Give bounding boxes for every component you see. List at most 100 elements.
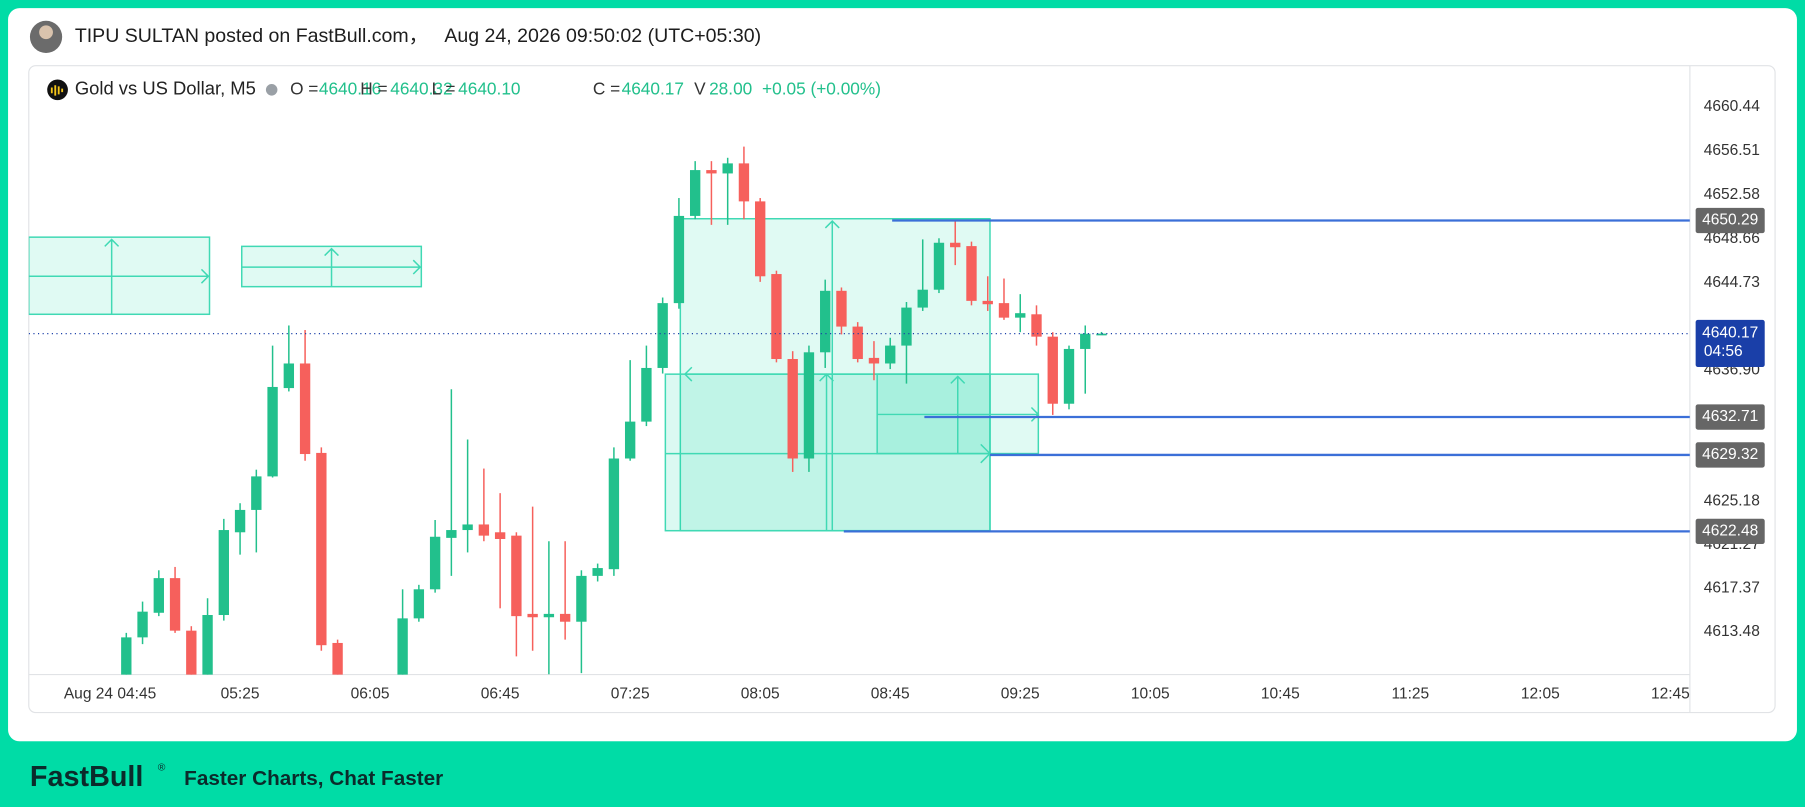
tagline: Faster Charts, Chat Faster xyxy=(184,767,443,790)
y-tick-label: 4652.58 xyxy=(1704,186,1760,203)
candle-body xyxy=(429,536,441,590)
price-level-box xyxy=(1695,207,1765,234)
legend-value: 4640.17 xyxy=(622,78,684,98)
x-tick-label: 10:05 xyxy=(1131,685,1170,702)
candle-body xyxy=(950,242,961,248)
x-tick-label: Aug 24 04:45 xyxy=(64,685,156,702)
legend-value: 4640.16 xyxy=(319,78,381,98)
price-level-box xyxy=(1695,518,1765,545)
candle-body xyxy=(202,615,213,675)
candle-body xyxy=(478,524,490,536)
symbol-icon-bars xyxy=(50,85,64,96)
legend-key: C = xyxy=(593,78,620,98)
x-tick-label: 09:25 xyxy=(1001,685,1040,702)
candle-body xyxy=(771,274,782,360)
candle-body xyxy=(413,589,425,619)
x-tick-label: 11:25 xyxy=(1391,685,1429,702)
candle-body xyxy=(868,357,880,364)
x-tick-label: 10:45 xyxy=(1261,685,1300,702)
candle-body xyxy=(1080,333,1091,349)
candle-body xyxy=(446,530,457,538)
chart-frame xyxy=(28,65,1776,714)
price-level-label: 4622.48 xyxy=(1702,523,1758,540)
candle-body xyxy=(511,535,522,617)
candle-body xyxy=(169,578,181,631)
brand-reg: ® xyxy=(158,763,166,774)
y-tick-label: 4648.66 xyxy=(1704,230,1760,247)
candle-body xyxy=(543,613,555,618)
candle-body xyxy=(462,524,473,531)
candle-body xyxy=(559,613,571,622)
candle-body xyxy=(933,242,945,290)
candle-body xyxy=(722,163,733,174)
candle-body xyxy=(218,530,230,616)
candle-body xyxy=(1015,313,1026,318)
x-tick-label: 06:05 xyxy=(351,685,390,702)
x-tick-label: 05:25 xyxy=(221,685,260,702)
candle-body xyxy=(1096,333,1107,336)
candle-body xyxy=(299,363,311,455)
market-status-dot xyxy=(265,84,278,96)
y-tick-label: 4613.48 xyxy=(1704,623,1760,640)
x-tick-label: 12:05 xyxy=(1521,685,1560,702)
candle-body xyxy=(1031,314,1042,337)
candle-body xyxy=(153,578,164,613)
candle-body xyxy=(316,452,327,646)
candle-body xyxy=(706,170,717,174)
x-tick-label: 08:05 xyxy=(741,685,780,702)
candle-body xyxy=(186,630,197,675)
candle-body xyxy=(689,170,701,216)
candle-body xyxy=(121,637,132,675)
legend-key: O = xyxy=(290,78,318,98)
last-price-box xyxy=(1695,319,1765,368)
candle-body xyxy=(576,575,587,622)
legend-change: +0.05 (+0.00%) xyxy=(762,78,881,98)
price-level-label: 4632.71 xyxy=(1702,408,1758,425)
y-tick-label: 4625.18 xyxy=(1704,492,1760,509)
candle-body xyxy=(137,611,148,638)
legend-value: 28.00 xyxy=(709,78,752,98)
candle-body xyxy=(332,642,343,675)
candle-body xyxy=(283,363,295,389)
candle-body xyxy=(234,509,246,533)
candle-body xyxy=(624,421,636,459)
axes: 4660.444656.514652.584648.664644.734636.… xyxy=(64,98,1765,702)
brand[interactable]: FastBull xyxy=(30,761,143,793)
candle-body xyxy=(267,386,278,477)
last-price-label: 4640.17 xyxy=(1702,325,1758,342)
y-tick-label: 4656.51 xyxy=(1704,142,1760,159)
candle-body xyxy=(966,246,977,301)
candle-body xyxy=(998,303,1010,318)
price-level-label: 4650.29 xyxy=(1702,212,1758,229)
candle-body xyxy=(755,201,766,277)
legend-key: L = xyxy=(432,78,456,98)
y-tick-label: 4644.73 xyxy=(1704,274,1760,291)
x-tick-label: 06:45 xyxy=(481,685,520,702)
price-level-box xyxy=(1695,442,1765,468)
candle-body xyxy=(982,300,993,305)
symbol-title: Gold vs US Dollar, M5 xyxy=(75,78,256,99)
candle-body xyxy=(1047,336,1058,404)
symbol-icon xyxy=(47,79,68,101)
legend-value: 4640.32 xyxy=(390,78,452,98)
candle-body xyxy=(852,326,863,360)
candle-body xyxy=(787,359,798,459)
legend-value: 4640.10 xyxy=(458,78,520,98)
avatar-face xyxy=(39,25,53,40)
countdown-label: 04:56 xyxy=(1704,343,1743,360)
candle-body xyxy=(836,290,847,327)
plot-area xyxy=(28,146,1690,675)
x-tick-label: 12:45 xyxy=(1651,685,1690,702)
y-tick-label: 4617.37 xyxy=(1704,580,1760,597)
candle-body xyxy=(641,367,652,422)
candle-body xyxy=(1063,348,1075,404)
candle-body xyxy=(738,163,750,202)
candle-body xyxy=(901,307,912,346)
footer-bar xyxy=(0,741,1805,807)
y-tick-label: 4660.44 xyxy=(1704,98,1761,115)
candle-body xyxy=(673,215,685,304)
legend-key: V xyxy=(694,78,706,98)
candle-body xyxy=(592,568,603,576)
